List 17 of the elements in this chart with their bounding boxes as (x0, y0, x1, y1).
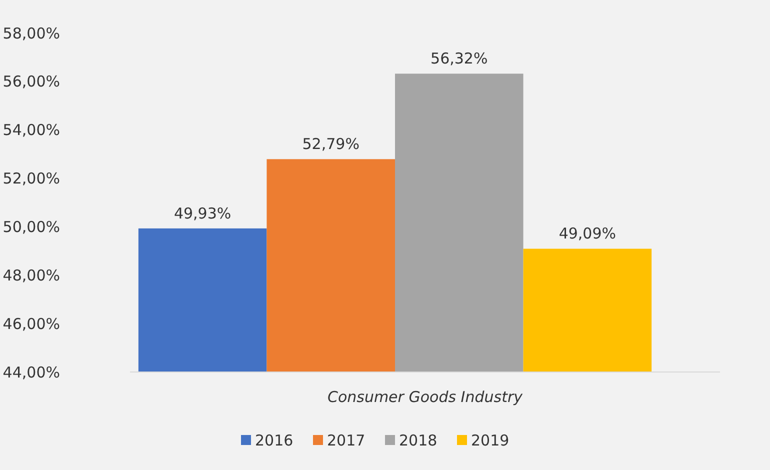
y-tick-label: 54,00% (2, 121, 60, 140)
y-tick-label: 48,00% (2, 266, 60, 284)
y-tick-label: 52,00% (2, 170, 60, 188)
y-tick-label: 46,00% (2, 314, 60, 333)
data-label: 56,32% (430, 50, 488, 68)
y-tick-label: 58,00% (2, 24, 60, 42)
data-label: 49,93% (174, 204, 232, 222)
x-axis-title: Consumer Goods Industry (327, 388, 524, 406)
legend-label: 2017 (327, 431, 366, 450)
data-label: 52,79% (302, 135, 360, 154)
data-label: 49,09% (558, 224, 616, 243)
legend-label: 2016 (255, 431, 294, 450)
y-tick-label: 50,00% (2, 218, 60, 236)
legend-label: 2019 (471, 431, 510, 450)
legend-label: 2018 (399, 431, 438, 450)
y-tick-label: 44,00% (2, 363, 60, 382)
y-tick-label: 56,00% (2, 72, 60, 91)
